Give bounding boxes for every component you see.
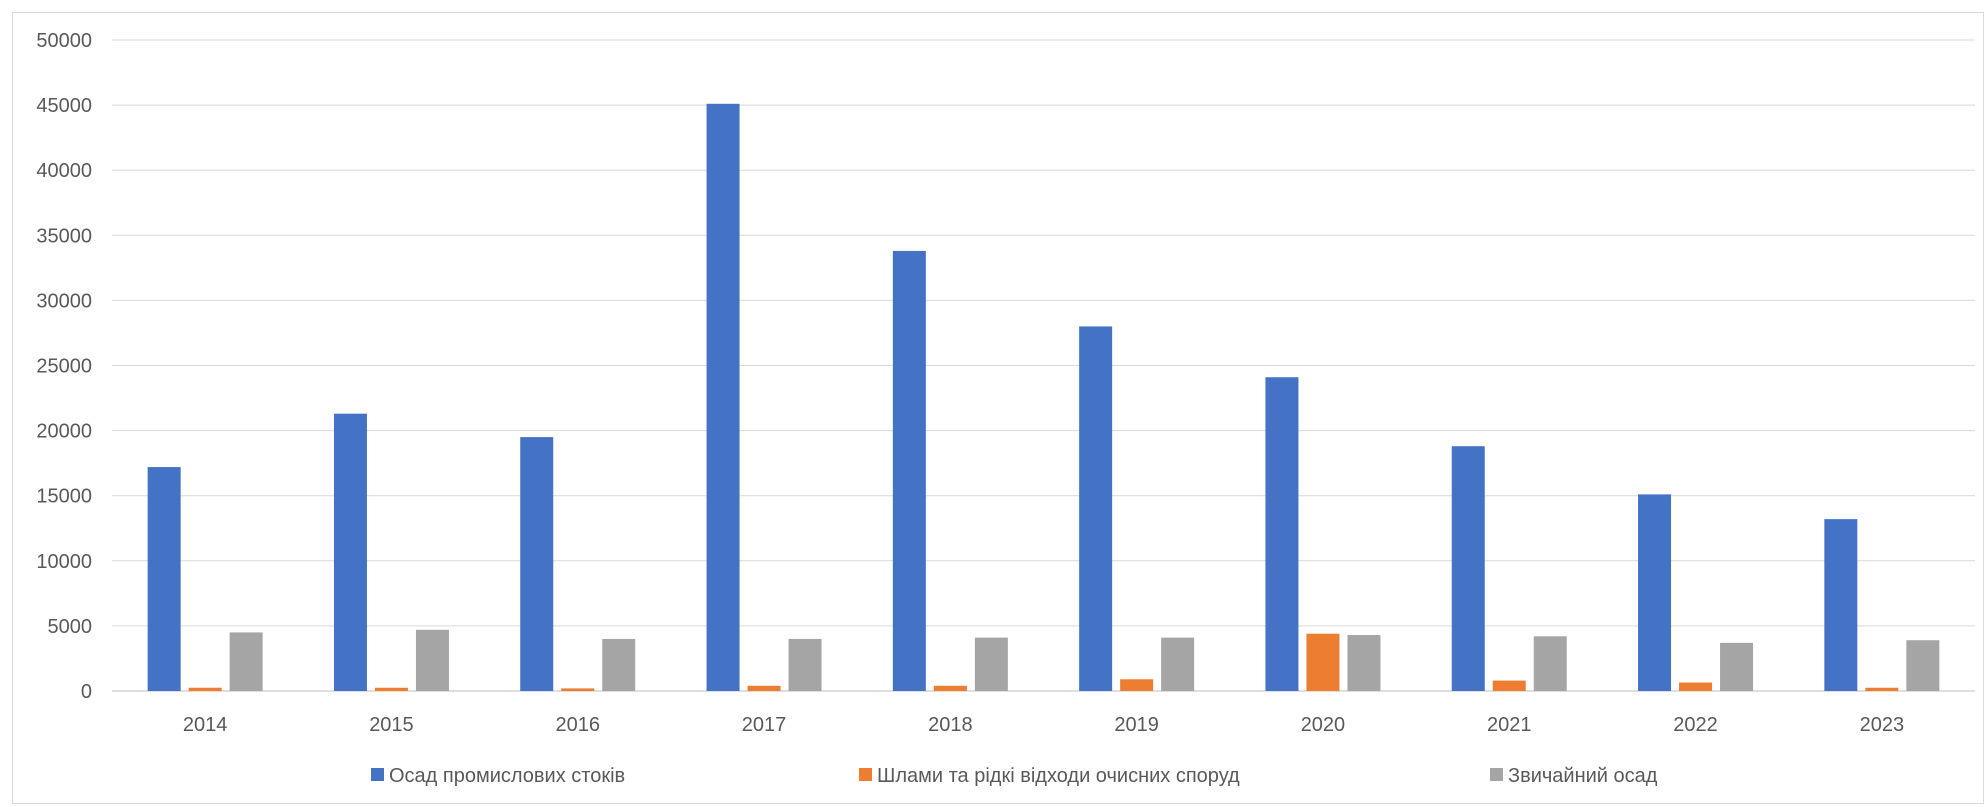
bar-2019-series-2 [1120, 679, 1154, 691]
y-tick-label: 20000 [36, 421, 92, 443]
y-tick-label: 5000 [48, 616, 93, 638]
bar-2018-series-2 [933, 685, 967, 691]
legend-swatch [1490, 768, 1503, 781]
bar-2020-series-1 [1265, 377, 1299, 691]
x-tick-label: 2017 [742, 714, 787, 736]
bar-2014-series-1 [147, 467, 181, 691]
legend-label: Звичайний осад [1508, 765, 1658, 787]
y-tick-label: 25000 [36, 356, 92, 378]
x-tick-label: 2019 [1114, 714, 1159, 736]
y-tick-label: 15000 [36, 486, 92, 508]
bar-2016-series-3 [602, 638, 636, 691]
x-tick-label: 2014 [183, 714, 228, 736]
bar-2023-series-2 [1865, 687, 1899, 691]
bar-2022-series-1 [1638, 494, 1672, 691]
bars [147, 103, 1940, 692]
bar-2021-series-3 [1533, 636, 1567, 691]
y-tick-label: 10000 [36, 551, 92, 573]
bar-2016-series-2 [561, 688, 595, 691]
legend-label: Осад промислових стоків [389, 765, 625, 787]
bar-2017-series-3 [788, 638, 822, 691]
bar-2019-series-3 [1161, 637, 1195, 691]
bar-2015-series-3 [415, 629, 449, 691]
legend-swatch [371, 768, 384, 781]
bar-2021-series-2 [1492, 680, 1526, 691]
gridlines [112, 39, 1975, 692]
x-tick-label: 2023 [1860, 714, 1905, 736]
bar-2016-series-1 [520, 437, 554, 691]
bar-2022-series-3 [1720, 642, 1754, 691]
legend-label: Шлами та рідкі відходи очисних споруд [877, 765, 1240, 787]
bar-2017-series-2 [747, 685, 781, 691]
axes: 0 5000 10000 15000 20000 25000 30000 35000 40000… [36, 30, 1904, 736]
bar-2023-series-3 [1906, 640, 1940, 691]
y-tick-label: 0 [81, 681, 92, 703]
bar-2019-series-1 [1079, 326, 1113, 691]
x-tick-label: 2015 [369, 714, 414, 736]
bar-2015-series-2 [374, 687, 408, 691]
x-tick-label: 2021 [1487, 714, 1532, 736]
bar-2017-series-1 [706, 103, 740, 692]
bar-2014-series-2 [188, 687, 222, 691]
y-tick-label: 45000 [36, 95, 92, 117]
x-tick-label: 2022 [1673, 714, 1718, 736]
x-tick-label: 2016 [556, 714, 601, 736]
bar-2023-series-1 [1824, 519, 1858, 691]
bar-chart: 0 5000 10000 15000 20000 25000 30000 35000 40000… [36, 30, 1975, 787]
y-tick-label: 35000 [36, 225, 92, 247]
legend: Осад промислових стоків Шлами та рідкі ві… [371, 765, 1658, 787]
legend-swatch [859, 768, 872, 781]
y-tick-label: 40000 [36, 160, 92, 182]
bar-2020-series-2 [1306, 633, 1340, 691]
bar-2015-series-1 [333, 413, 367, 691]
bar-2022-series-2 [1679, 682, 1713, 691]
bar-2021-series-1 [1451, 446, 1485, 691]
bar-2014-series-3 [229, 632, 263, 691]
y-tick-label: 30000 [36, 290, 92, 312]
bar-2020-series-3 [1347, 635, 1381, 691]
x-tick-label: 2018 [928, 714, 973, 736]
chart-area: 0 5000 10000 15000 20000 25000 30000 35000 40000… [12, 12, 1984, 804]
x-tick-label: 2020 [1301, 714, 1346, 736]
bar-2018-series-3 [974, 637, 1008, 691]
y-tick-label: 50000 [36, 30, 92, 52]
bar-2018-series-1 [892, 250, 926, 691]
